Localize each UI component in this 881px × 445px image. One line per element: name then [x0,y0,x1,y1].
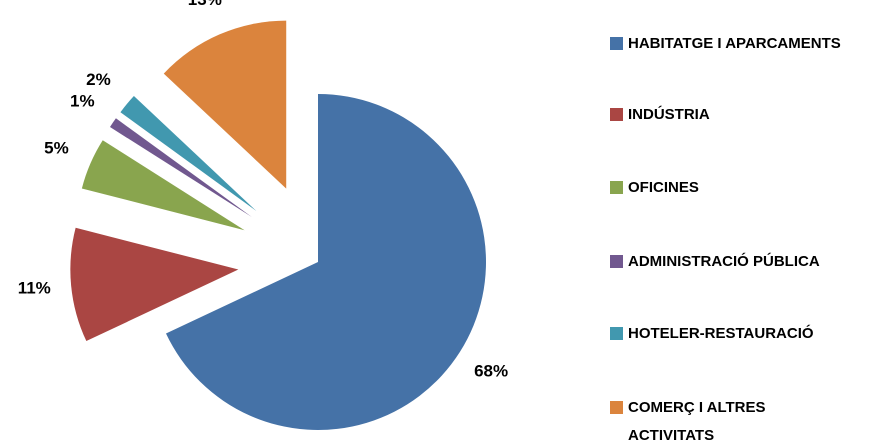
legend-swatch [610,401,623,414]
legend-label: OFICINES [628,179,699,196]
legend-label: ADMINISTRACIÓ PÚBLICA [628,252,820,270]
legend-swatch [610,37,623,50]
data-label: 11% [18,278,51,297]
pie-slice [70,227,239,342]
pie-slice [81,140,245,231]
legend-swatch [610,255,623,268]
legend-swatch [610,327,623,340]
pie-slice [120,96,257,212]
data-label: 1% [70,91,95,110]
legend-label: HOTELER-RESTAURACIÓ [628,324,814,342]
legend-line: ACTIVITATS [628,427,714,444]
pie-slice [109,118,252,218]
pie-slice [163,20,287,189]
data-label: 13% [188,0,222,9]
data-label: 68% [474,361,508,380]
legend-swatch [610,181,623,194]
data-label: 5% [44,138,69,157]
legend-label: HABITATGE I APARCAMENTS [628,35,841,52]
legend-label: COMERÇ I ALTRES ACTIVITATS [628,399,766,444]
legend-label: INDÚSTRIA [628,105,710,123]
legend-swatch [610,108,623,121]
legend-line: COMERÇ I ALTRES [628,399,766,416]
pie-slice [165,94,487,430]
data-label: 2% [86,70,111,89]
